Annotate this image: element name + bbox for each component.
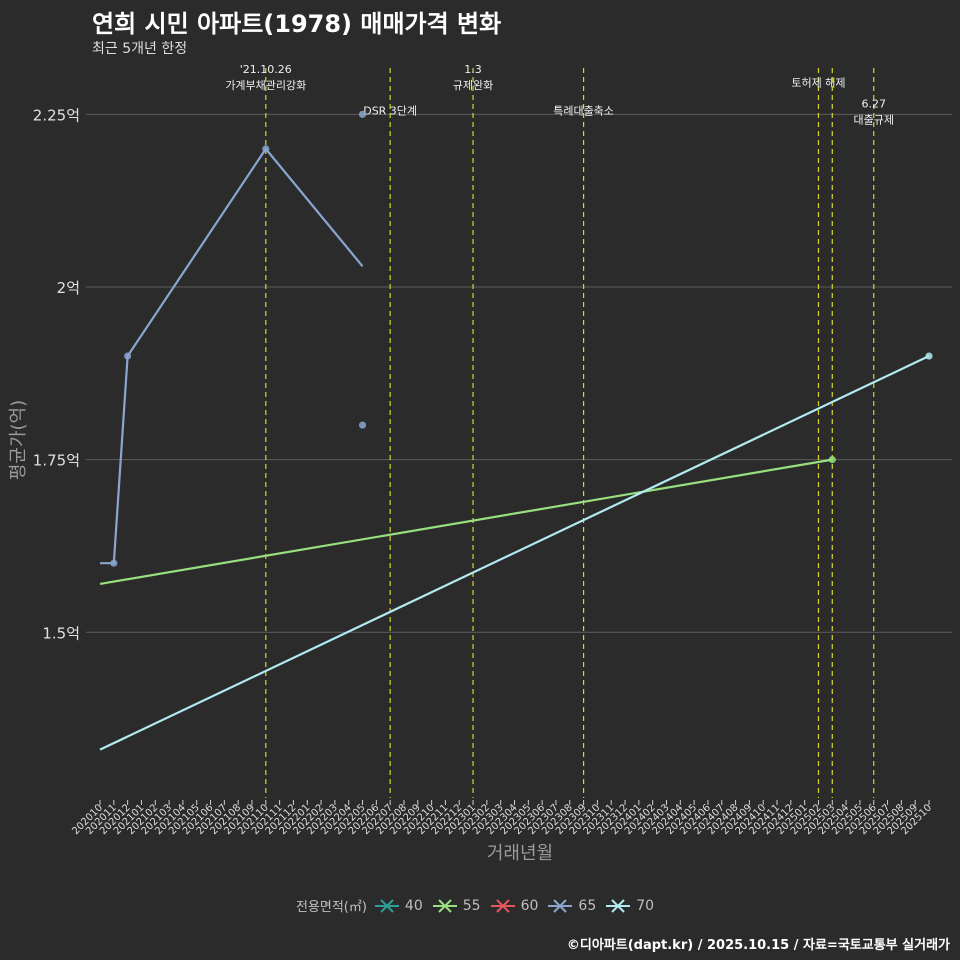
legend: 전용면적(㎡) 40 55 60 65 70: [0, 896, 960, 916]
series-line-65: [100, 147, 364, 565]
legend-title: 전용면적(㎡): [295, 900, 367, 915]
event-label: 규제완화: [453, 79, 493, 92]
legend-swatch: [490, 898, 515, 913]
event-label: 특례대출축소: [553, 104, 614, 117]
y-axis-title: 평균가(억): [8, 400, 29, 480]
x-axis-title: 거래년월: [487, 843, 553, 864]
legend-item-55: 55: [432, 897, 481, 914]
event-label: 6.27: [861, 97, 886, 110]
legend-label: 65: [578, 897, 597, 914]
event-label: DSR 3단계: [363, 104, 417, 117]
y-tick-label: 1.75억: [33, 452, 80, 470]
legend-item-60: 60: [490, 897, 539, 914]
legend-swatch: [606, 898, 631, 913]
y-axis-ticks: 1.5억 1.75억 2억 2.25억: [33, 106, 80, 642]
chart-subtitle: 최근 5개년 한정: [92, 41, 188, 57]
legend-item-65: 65: [548, 898, 596, 914]
chart-title: 연희 시민 아파트(1978) 매매가격 변화: [92, 10, 502, 38]
legend-swatch: [374, 898, 399, 913]
data-point-65: [124, 352, 132, 360]
data-point-65: [110, 559, 118, 567]
series-lines: [99, 147, 930, 751]
legend-item-40: 40: [374, 897, 423, 914]
x-axis-ticks: 2020102020112020122021012021022021032021…: [70, 800, 934, 837]
data-point-65: [262, 145, 270, 153]
data-point-65: [358, 421, 367, 429]
event-label: 대출규제: [853, 113, 893, 126]
event-label: '21.10.26: [240, 63, 292, 76]
legend-items: 40 55 60 65 70: [374, 897, 664, 914]
series-line-55: [99, 458, 833, 586]
legend-swatch: [548, 898, 573, 913]
source-credit: ©디아파트(dapt.kr) / 2025.10.15 / 자료=국토교통부 실…: [566, 938, 950, 953]
grid-lines: [86, 113, 952, 633]
data-point-55: [828, 456, 836, 464]
event-label: 1.3: [464, 63, 482, 76]
series-markers: [110, 110, 933, 567]
legend-item-70: 70: [606, 898, 654, 914]
legend-label: 55: [462, 897, 481, 914]
data-point-70: [925, 352, 933, 360]
series-line-70: [99, 355, 930, 751]
legend-label: 60: [520, 897, 539, 914]
legend-label: 70: [636, 897, 655, 914]
y-tick-label: 2.25억: [33, 106, 80, 124]
data-point-65: [358, 110, 367, 118]
legend-swatch: [432, 898, 457, 913]
legend-label: 40: [404, 897, 423, 914]
y-tick-label: 2억: [57, 279, 80, 297]
event-label: 토허제 해제: [791, 76, 845, 90]
y-tick-label: 1.5억: [42, 624, 80, 642]
event-label: 가계부채관리강화: [225, 79, 306, 92]
